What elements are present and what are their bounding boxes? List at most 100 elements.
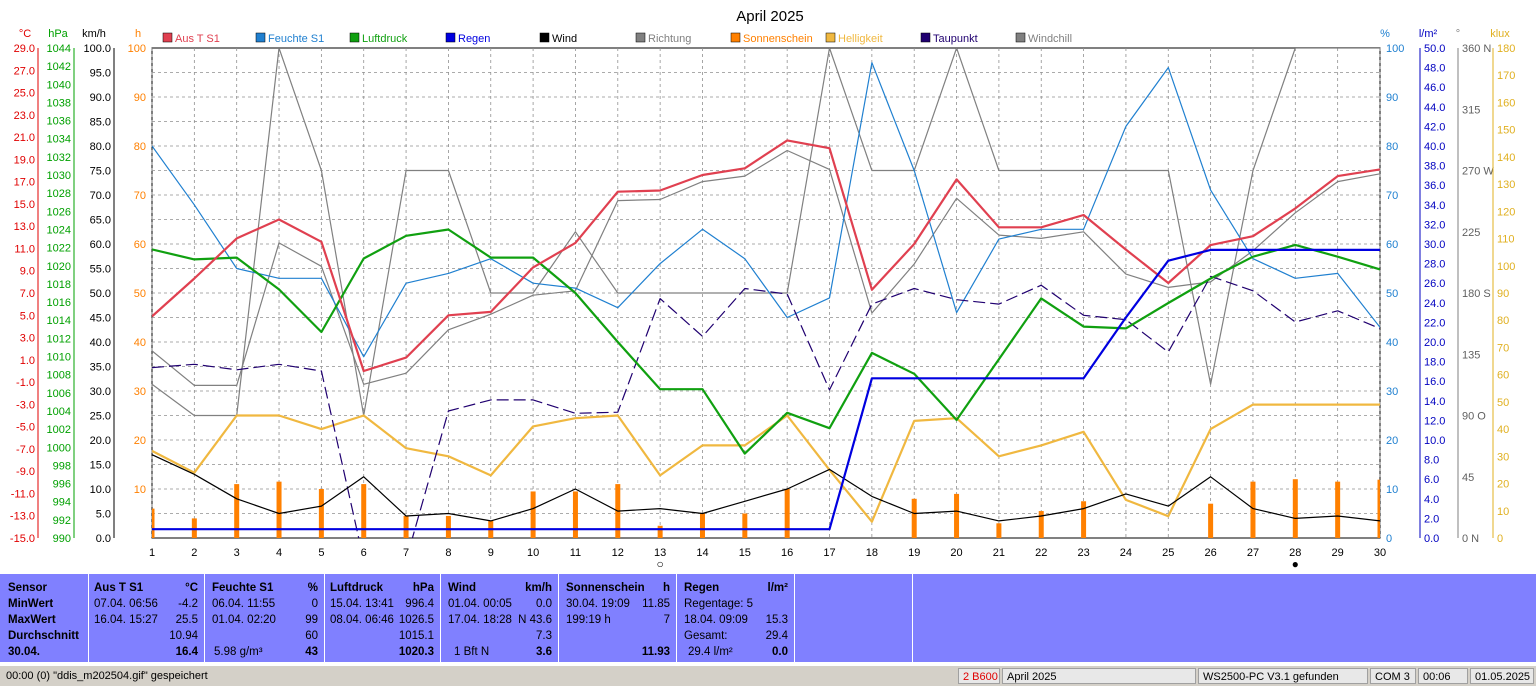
tick-day: 22 bbox=[1035, 547, 1047, 559]
tick-day: 7 bbox=[403, 547, 409, 559]
row-label-avg: Durchschnitt bbox=[8, 630, 79, 642]
tick-day: 30 bbox=[1374, 547, 1386, 559]
unit-rain: l/m² bbox=[1419, 28, 1438, 40]
hum-title: Feuchte S1 bbox=[212, 582, 274, 594]
tick-press: 1018 bbox=[47, 279, 71, 291]
rain-max-time: 18.04. 09:09 bbox=[684, 614, 748, 626]
tick-day: 20 bbox=[950, 547, 962, 559]
tick-rain: 6.0 bbox=[1424, 474, 1439, 486]
tick-wind: 50.0 bbox=[90, 288, 111, 300]
tick-hum: 100 bbox=[1386, 43, 1404, 55]
tick-rain: 28.0 bbox=[1424, 259, 1445, 271]
tick-day: 19 bbox=[908, 547, 920, 559]
stats-rain-column: Regen l/m² Regentage: 5 18.04. 09:09 15.3 … bbox=[676, 574, 795, 662]
legend-swatch bbox=[162, 32, 173, 43]
legend-swatch bbox=[730, 32, 741, 43]
tick-hum: 10 bbox=[1386, 484, 1398, 496]
tick-press: 1040 bbox=[47, 79, 71, 91]
tick-wind: 95.0 bbox=[90, 68, 111, 80]
tick-rain: 2.0 bbox=[1424, 513, 1439, 525]
hum-min-val: 0 bbox=[311, 598, 318, 610]
wind-min-val: 0.0 bbox=[536, 598, 552, 610]
tick-wind: 40.0 bbox=[90, 337, 111, 349]
tick-temp: -9.0 bbox=[16, 466, 35, 478]
rain-total-unit: 29.4 l/m² bbox=[688, 646, 733, 658]
tick-lux: 150 bbox=[1497, 125, 1515, 137]
sun-bar bbox=[445, 515, 451, 538]
tick-press: 1004 bbox=[47, 406, 71, 418]
tick-lux: 10 bbox=[1497, 506, 1509, 518]
tick-dir: 360 N bbox=[1462, 43, 1491, 55]
tick-lux: 90 bbox=[1497, 288, 1509, 300]
tick-sun: 50 bbox=[134, 288, 146, 300]
unit-lux: klux bbox=[1490, 28, 1510, 40]
weather-chart: April 2025°C hPa km/h h% l/m² ° klux29.027.025… bbox=[10, 8, 1515, 571]
hum-unit: % bbox=[307, 582, 318, 594]
series-aus-t-s1 bbox=[152, 139, 1380, 373]
tick-wind: 85.0 bbox=[90, 117, 111, 129]
tick-press: 992 bbox=[53, 515, 71, 527]
tick-temp: 13.0 bbox=[14, 221, 35, 233]
wind-max-time: 17.04. 18:28 bbox=[448, 614, 512, 626]
stats-sensor-column: Sensor MinWert MaxWert Durchschnitt 30.0… bbox=[0, 574, 89, 662]
tick-day: 3 bbox=[234, 547, 240, 559]
tick-wind: 15.0 bbox=[90, 460, 111, 472]
tick-press: 1014 bbox=[47, 315, 71, 327]
tick-press: 1034 bbox=[47, 134, 71, 146]
plot-series bbox=[152, 48, 1380, 538]
tick-press: 998 bbox=[53, 460, 71, 472]
tick-hum: 20 bbox=[1386, 435, 1398, 447]
sun-days: 7 bbox=[663, 614, 670, 626]
tick-rain: 30.0 bbox=[1424, 239, 1445, 251]
unit-temp: °C bbox=[19, 28, 31, 40]
temp-min-val: -4.2 bbox=[178, 598, 198, 610]
tick-rain: 14.0 bbox=[1424, 396, 1445, 408]
stats-hum-column: Feuchte S1% 06.04. 11:55 0 01.04. 02:20 99… bbox=[204, 574, 325, 662]
legend-label: Helligkeit bbox=[838, 33, 883, 45]
tick-temp: 23.0 bbox=[14, 110, 35, 122]
series-windchill bbox=[152, 149, 1380, 386]
legend-label: Feuchte S1 bbox=[268, 33, 324, 45]
tick-day: 9 bbox=[488, 547, 494, 559]
tick-temp: 15.0 bbox=[14, 199, 35, 211]
moon-marker: ○ bbox=[657, 557, 664, 571]
tick-sun: 70 bbox=[134, 190, 146, 202]
tick-press: 1024 bbox=[47, 224, 71, 236]
tick-lux: 80 bbox=[1497, 315, 1509, 327]
tick-lux: 120 bbox=[1497, 206, 1515, 218]
legend-label: Taupunkt bbox=[933, 33, 978, 45]
sun-bar bbox=[1292, 479, 1298, 538]
rain-days: Regentage: 5 bbox=[684, 598, 754, 610]
tick-hum: 70 bbox=[1386, 190, 1398, 202]
tick-day: 16 bbox=[781, 547, 793, 559]
temp-unit: °C bbox=[185, 582, 198, 594]
sun-bar bbox=[1335, 481, 1341, 538]
tick-lux: 100 bbox=[1497, 261, 1515, 273]
tick-day: 8 bbox=[445, 547, 451, 559]
legend-swatch bbox=[920, 32, 931, 43]
tick-rain: 22.0 bbox=[1424, 317, 1445, 329]
wind-max-val: N 43.6 bbox=[518, 614, 552, 626]
tick-rain: 42.0 bbox=[1424, 121, 1445, 133]
wind-min-time: 01.04. 00:05 bbox=[448, 598, 512, 610]
tick-rain: 36.0 bbox=[1424, 180, 1445, 192]
tick-press: 1036 bbox=[47, 116, 71, 128]
tick-hum: 0 bbox=[1386, 533, 1392, 545]
tick-day: 24 bbox=[1120, 547, 1132, 559]
sun-bar bbox=[403, 515, 409, 538]
rain-total-label: Gesamt: bbox=[684, 630, 728, 642]
tick-sun: 20 bbox=[134, 435, 146, 447]
temp-max-val: 25.5 bbox=[175, 614, 198, 626]
tick-press: 1012 bbox=[47, 333, 71, 345]
tick-press: 1020 bbox=[47, 261, 71, 273]
status-bar: 00:00 (0) "ddis_m202504.gif" gespeichert… bbox=[0, 666, 1536, 686]
wind-avg: 7.3 bbox=[536, 630, 552, 642]
stats-empty-column bbox=[794, 574, 913, 662]
tick-day: 14 bbox=[696, 547, 708, 559]
tick-sun: 30 bbox=[134, 386, 146, 398]
tick-hum: 40 bbox=[1386, 337, 1398, 349]
sun-bar bbox=[152, 508, 155, 538]
rain-title: Regen bbox=[684, 582, 720, 594]
legend-swatch bbox=[349, 32, 360, 43]
legend-label: Windchill bbox=[1028, 33, 1072, 45]
